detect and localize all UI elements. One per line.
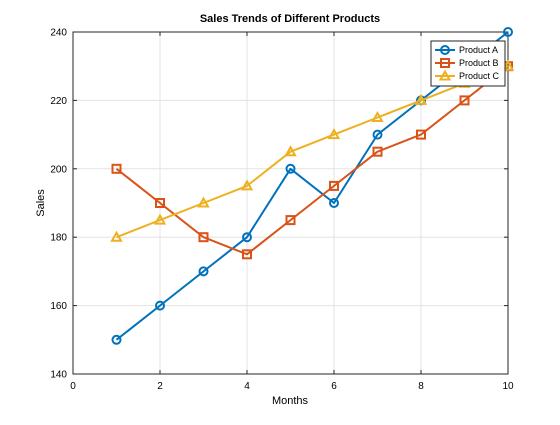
- x-tick-label: 10: [502, 381, 514, 392]
- data-point-product-b: [198, 232, 209, 243]
- data-point-product-a: [155, 300, 165, 311]
- data-point-product-b: [416, 129, 426, 140]
- data-point-product-b: [155, 198, 165, 208]
- y-tick-label: 220: [50, 96, 67, 107]
- axes-box: [72, 31, 509, 375]
- plot-area: 0 2 4 6 8 10 140 160 180 200 220 240 Product A Produc…: [50, 27, 515, 392]
- x-tick-label: 8: [418, 381, 424, 392]
- data-point-product-c: [371, 110, 384, 122]
- data-point-product-b: [242, 249, 252, 260]
- data-point-product-c: [327, 128, 341, 140]
- data-point-product-b: [372, 146, 383, 157]
- x-tick-label: 4: [244, 381, 250, 392]
- series-line-product-b: [115, 65, 509, 256]
- y-tick-label: 180: [50, 233, 67, 244]
- data-point-product-c: [501, 59, 515, 71]
- x-tick-label: 2: [157, 381, 163, 392]
- legend-label-product-b: Product B: [459, 58, 499, 68]
- y-axis-label: Sales: [35, 189, 47, 217]
- legend-marker-product-c: [438, 69, 452, 81]
- data-point-product-a: [198, 266, 209, 277]
- y-tick-label: 200: [50, 164, 67, 175]
- data-point-product-a: [285, 163, 296, 174]
- chart-title: Sales Trends of Different Products: [200, 13, 380, 25]
- data-point-product-c: [240, 179, 254, 191]
- legend-marker-product-b: [440, 58, 450, 68]
- data-point-product-a: [242, 232, 252, 243]
- data-point-product-c: [153, 213, 167, 225]
- data-point-product-b: [111, 163, 122, 174]
- y-tick-label: 160: [50, 301, 67, 312]
- data-point-product-b: [285, 215, 296, 226]
- data-point-product-c: [284, 145, 297, 157]
- data-point-product-c: [110, 230, 123, 242]
- y-tick-label: 240: [50, 28, 67, 39]
- x-tick-label: 6: [331, 381, 337, 392]
- data-point-product-b: [329, 180, 339, 191]
- y-tick-label: 140: [50, 370, 67, 381]
- data-point-product-c: [197, 196, 210, 208]
- series-line-product-c: [116, 65, 509, 239]
- data-point-product-a: [503, 27, 513, 37]
- x-tick-label: 0: [70, 381, 76, 392]
- legend-label-product-c: Product C: [459, 71, 500, 81]
- x-axis-label: Months: [272, 395, 309, 407]
- data-point-product-a: [329, 198, 339, 208]
- data-point-product-c: [414, 93, 428, 105]
- data-point-product-b: [459, 95, 470, 106]
- legend-marker-product-a: [440, 45, 450, 55]
- data-point-product-a: [372, 129, 383, 140]
- legend-label-product-a: Product A: [459, 45, 498, 55]
- data-point-product-a: [111, 334, 122, 345]
